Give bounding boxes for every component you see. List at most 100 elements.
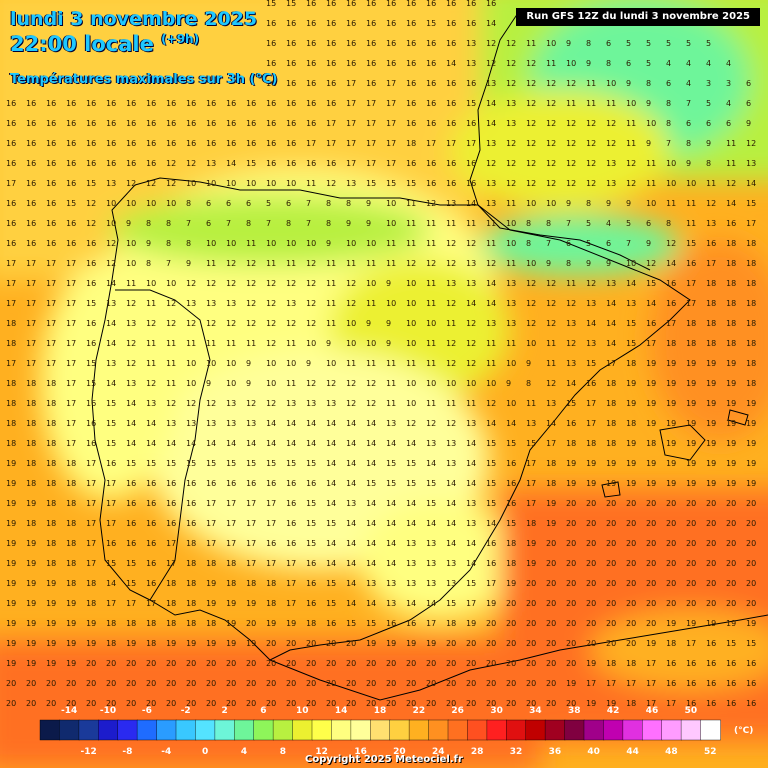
grid-value: 16	[506, 459, 516, 468]
grid-value: 12	[186, 279, 196, 288]
grid-value: 9	[366, 199, 371, 208]
grid-value: 11	[426, 279, 436, 288]
grid-value: 18	[666, 639, 676, 648]
grid-value: 10	[626, 259, 636, 268]
grid-value: 19	[26, 499, 36, 508]
grid-value: 9	[686, 159, 691, 168]
grid-value: 10	[526, 199, 536, 208]
legend-swatch	[117, 719, 138, 741]
grid-value: 14	[606, 299, 616, 308]
legend-tick-label: 16	[354, 747, 367, 757]
grid-value: 20	[646, 559, 656, 568]
grid-value: 12	[446, 339, 456, 348]
grid-value: 19	[586, 459, 596, 468]
grid-value: 20	[286, 679, 296, 688]
grid-value: 14	[486, 99, 496, 108]
grid-value: 13	[506, 119, 516, 128]
grid-value: 17	[46, 319, 56, 328]
grid-value: 16	[306, 579, 316, 588]
grid-value: 17	[66, 319, 76, 328]
grid-value: 16	[86, 259, 96, 268]
grid-value: 16	[326, 39, 336, 48]
grid-value: 12	[326, 179, 336, 188]
legend-tick-label: -8	[122, 747, 132, 757]
grid-value: 15	[366, 479, 376, 488]
grid-value: 16	[26, 139, 36, 148]
grid-value: 11	[566, 99, 576, 108]
grid-value: 14	[446, 479, 456, 488]
grid-value: 20	[466, 639, 476, 648]
grid-value: 16	[166, 519, 176, 528]
grid-value: 20	[606, 599, 616, 608]
grid-value: 9	[586, 59, 591, 68]
grid-value: 12	[466, 339, 476, 348]
grid-value: 11	[326, 279, 336, 288]
grid-value: 16	[26, 239, 36, 248]
grid-value: 17	[366, 159, 376, 168]
grid-value: 14	[606, 319, 616, 328]
grid-value: 8	[286, 219, 291, 228]
grid-value: 5	[266, 199, 271, 208]
grid-value: 15	[586, 359, 596, 368]
grid-value: 20	[646, 539, 656, 548]
grid-value: 18	[306, 619, 316, 628]
legend-swatch	[603, 719, 624, 741]
grid-value: 18	[226, 559, 236, 568]
grid-value: 20	[126, 699, 136, 708]
grid-value: 13	[186, 419, 196, 428]
grid-value: 20	[166, 699, 176, 708]
grid-value: 18	[746, 239, 756, 248]
grid-value: 16	[6, 119, 16, 128]
grid-value: 19	[686, 479, 696, 488]
grid-value: 20	[606, 539, 616, 548]
grid-value: 12	[506, 79, 516, 88]
grid-value: 16	[6, 239, 16, 248]
legend-swatch	[350, 719, 372, 741]
grid-value: 15	[306, 519, 316, 528]
grid-value: 19	[26, 599, 36, 608]
grid-value: 17	[66, 339, 76, 348]
grid-value: 20	[686, 499, 696, 508]
grid-value: 11	[426, 219, 436, 228]
grid-value: 13	[506, 299, 516, 308]
grid-value: 8	[186, 239, 191, 248]
grid-value: 10	[306, 339, 316, 348]
grid-value: 20	[666, 559, 676, 568]
grid-value: 19	[706, 459, 716, 468]
grid-value: 18	[26, 439, 36, 448]
grid-value: 16	[706, 679, 716, 688]
grid-value: 7	[546, 239, 551, 248]
grid-value: 19	[26, 619, 36, 628]
grid-value: 16	[366, 59, 376, 68]
grid-value: 13	[606, 159, 616, 168]
grid-value: 16	[46, 139, 56, 148]
grid-value: 12	[546, 379, 556, 388]
grid-value: 11	[206, 259, 216, 268]
grid-value: 19	[606, 699, 616, 708]
grid-value: 19	[546, 499, 556, 508]
grid-value: 20	[146, 679, 156, 688]
grid-value: 20	[326, 699, 336, 708]
grid-value: 10	[686, 179, 696, 188]
grid-value: 12	[306, 279, 316, 288]
grid-value: 20	[466, 679, 476, 688]
grid-value: 16	[146, 139, 156, 148]
grid-value: 13	[366, 579, 376, 588]
grid-value: 17	[66, 259, 76, 268]
grid-value: 13	[286, 399, 296, 408]
france-coastline	[469, 9, 521, 206]
grid-value: 15	[426, 19, 436, 28]
grid-value: 16	[46, 159, 56, 168]
grid-value: 19	[686, 359, 696, 368]
grid-value: 13	[486, 319, 496, 328]
grid-value: 19	[686, 439, 696, 448]
grid-value: 14	[286, 439, 296, 448]
grid-value: 11	[446, 219, 456, 228]
grid-value: 20	[66, 699, 76, 708]
legend-swatch	[195, 719, 216, 741]
grid-value: 11	[226, 339, 236, 348]
grid-value: 12	[546, 119, 556, 128]
grid-value: 12	[246, 259, 256, 268]
grid-value: 17	[586, 399, 596, 408]
grid-value: 19	[706, 359, 716, 368]
